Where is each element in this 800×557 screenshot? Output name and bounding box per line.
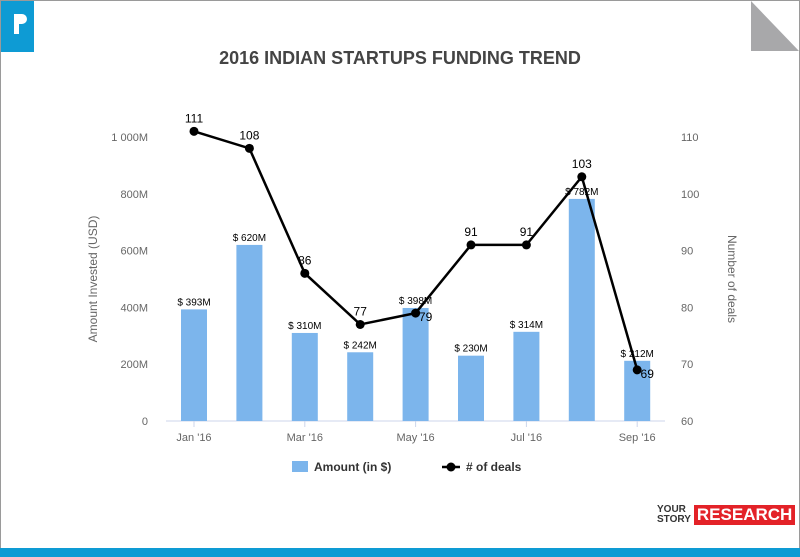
bar-label: $ 782M — [565, 187, 598, 198]
y-tick-label: 200M — [120, 359, 148, 371]
legend-line-marker — [446, 462, 456, 472]
deals-point — [300, 268, 310, 278]
y-axis-label: Amount Invested (USD) — [86, 216, 100, 343]
bar — [513, 331, 540, 421]
bar — [181, 309, 207, 421]
brand-research: RESEARCH — [693, 505, 796, 525]
deals-label: 108 — [239, 128, 259, 142]
bar-label: $ 314M — [510, 320, 543, 331]
y-tick-label: 0 — [142, 416, 148, 428]
y2-tick-label: 100 — [681, 189, 699, 201]
deals-point — [632, 365, 642, 375]
deals-label: 91 — [520, 225, 534, 239]
page-corner-icon — [751, 1, 799, 51]
y2-tick-label: 70 — [681, 359, 693, 371]
bar — [291, 332, 318, 421]
y-tick-label: 600M — [120, 246, 148, 258]
deals-label: 103 — [572, 157, 592, 171]
bar — [402, 307, 429, 421]
deals-point — [521, 240, 531, 250]
x-tick-label: May '16 — [397, 432, 435, 444]
bar — [568, 198, 595, 421]
deals-point — [466, 240, 476, 250]
bar-label: $ 620M — [233, 233, 266, 244]
x-tick-label: Jan '16 — [176, 432, 211, 444]
y2-axis-label: Number of deals — [725, 235, 739, 323]
bar — [236, 244, 263, 421]
deals-label: 91 — [464, 225, 478, 239]
deals-point — [411, 308, 421, 318]
x-tick-label: Sep '16 — [619, 432, 656, 444]
deals-point — [244, 143, 254, 153]
legend-bar-label: Amount (in $) — [314, 460, 391, 474]
deals-point — [189, 126, 199, 136]
logo-icon — [1, 1, 34, 52]
bar — [458, 355, 484, 421]
deals-label: 77 — [354, 304, 368, 318]
x-tick-label: Jul '16 — [511, 432, 542, 444]
chart-title: 2016 INDIAN STARTUPS FUNDING TREND — [219, 48, 581, 68]
bar-label: $ 310M — [288, 321, 321, 332]
y2-tick-label: 60 — [681, 416, 693, 428]
y-tick-label: 400M — [120, 302, 148, 314]
bar-label: $ 230M — [454, 344, 487, 355]
x-tick-label: Mar '16 — [287, 432, 323, 444]
y2-tick-label: 110 — [681, 132, 699, 144]
y2-tick-label: 90 — [681, 246, 693, 258]
y-tick-label: 800M — [120, 189, 148, 201]
deals-point — [355, 319, 365, 329]
y2-tick-label: 80 — [681, 302, 693, 314]
legend-bar-icon — [292, 461, 308, 472]
brand-logo: YOUR STORY RESEARCH — [657, 504, 796, 525]
deals-label: 69 — [641, 367, 655, 381]
deals-label: 86 — [298, 253, 312, 267]
bar-label: $ 212M — [621, 349, 654, 360]
deals-point — [577, 172, 587, 182]
deals-label: 79 — [419, 310, 433, 324]
bottom-bar — [0, 548, 800, 557]
brand-story: STORY — [657, 514, 691, 525]
bar-label: $ 393M — [177, 297, 210, 308]
bar-label: $ 398M — [399, 296, 432, 307]
bar — [347, 352, 374, 421]
legend-line-label: # of deals — [466, 460, 522, 474]
bar-label: $ 242M — [344, 340, 377, 351]
brand-your: YOUR — [657, 504, 686, 515]
y-tick-label: 1 000M — [111, 132, 148, 144]
deals-label: 111 — [185, 111, 204, 125]
